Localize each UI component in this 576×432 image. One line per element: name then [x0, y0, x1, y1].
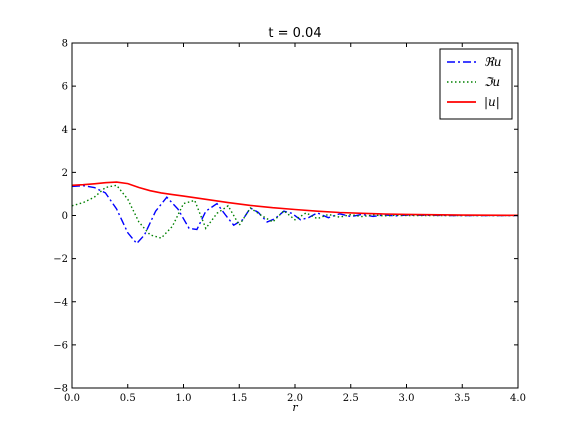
x-tick-label: 0.0 [64, 393, 80, 404]
y-tick-label: 8 [62, 39, 68, 50]
x-tick-label: 3.5 [454, 393, 470, 404]
x-tick-label: 3.0 [399, 393, 415, 404]
x-tick-label: 2.0 [287, 393, 303, 404]
x-tick-label: 2.5 [343, 393, 359, 404]
x-tick-label: 1.0 [176, 393, 192, 404]
legend-box [439, 48, 513, 120]
legend: ℜu ℑu |u| [439, 48, 513, 120]
y-tick-label: 4 [62, 125, 68, 136]
y-tick-label: −4 [53, 297, 68, 308]
x-tick-label: 4.0 [510, 393, 526, 404]
y-tick-label: −6 [53, 340, 68, 351]
y-tick-label: 0 [62, 211, 68, 222]
y-tick-label: −8 [53, 384, 68, 395]
legend-label-2: |u| [484, 95, 500, 109]
series-layer [71, 181, 519, 245]
chart-title: t = 0.04 [268, 26, 321, 41]
series-line-2 [71, 181, 519, 217]
y-tick-label: 6 [62, 82, 68, 93]
x-tick-label: 0.5 [120, 393, 136, 404]
legend-label-1: ℑu [484, 75, 500, 89]
y-tick-label: −2 [53, 254, 68, 265]
y-tick-label: 2 [62, 168, 68, 179]
x-tick-label: 1.5 [231, 393, 247, 404]
x-axis-label: r [292, 401, 298, 414]
tick-layer: 0.0 0.5 1.0 1.5 2.0 2.5 3.0 3.5 4.0 −8 −6 −4 −2 0 2 4 6 8 [53, 39, 526, 405]
series-line-1 [71, 184, 518, 239]
legend-label-0: ℜu [484, 55, 502, 69]
